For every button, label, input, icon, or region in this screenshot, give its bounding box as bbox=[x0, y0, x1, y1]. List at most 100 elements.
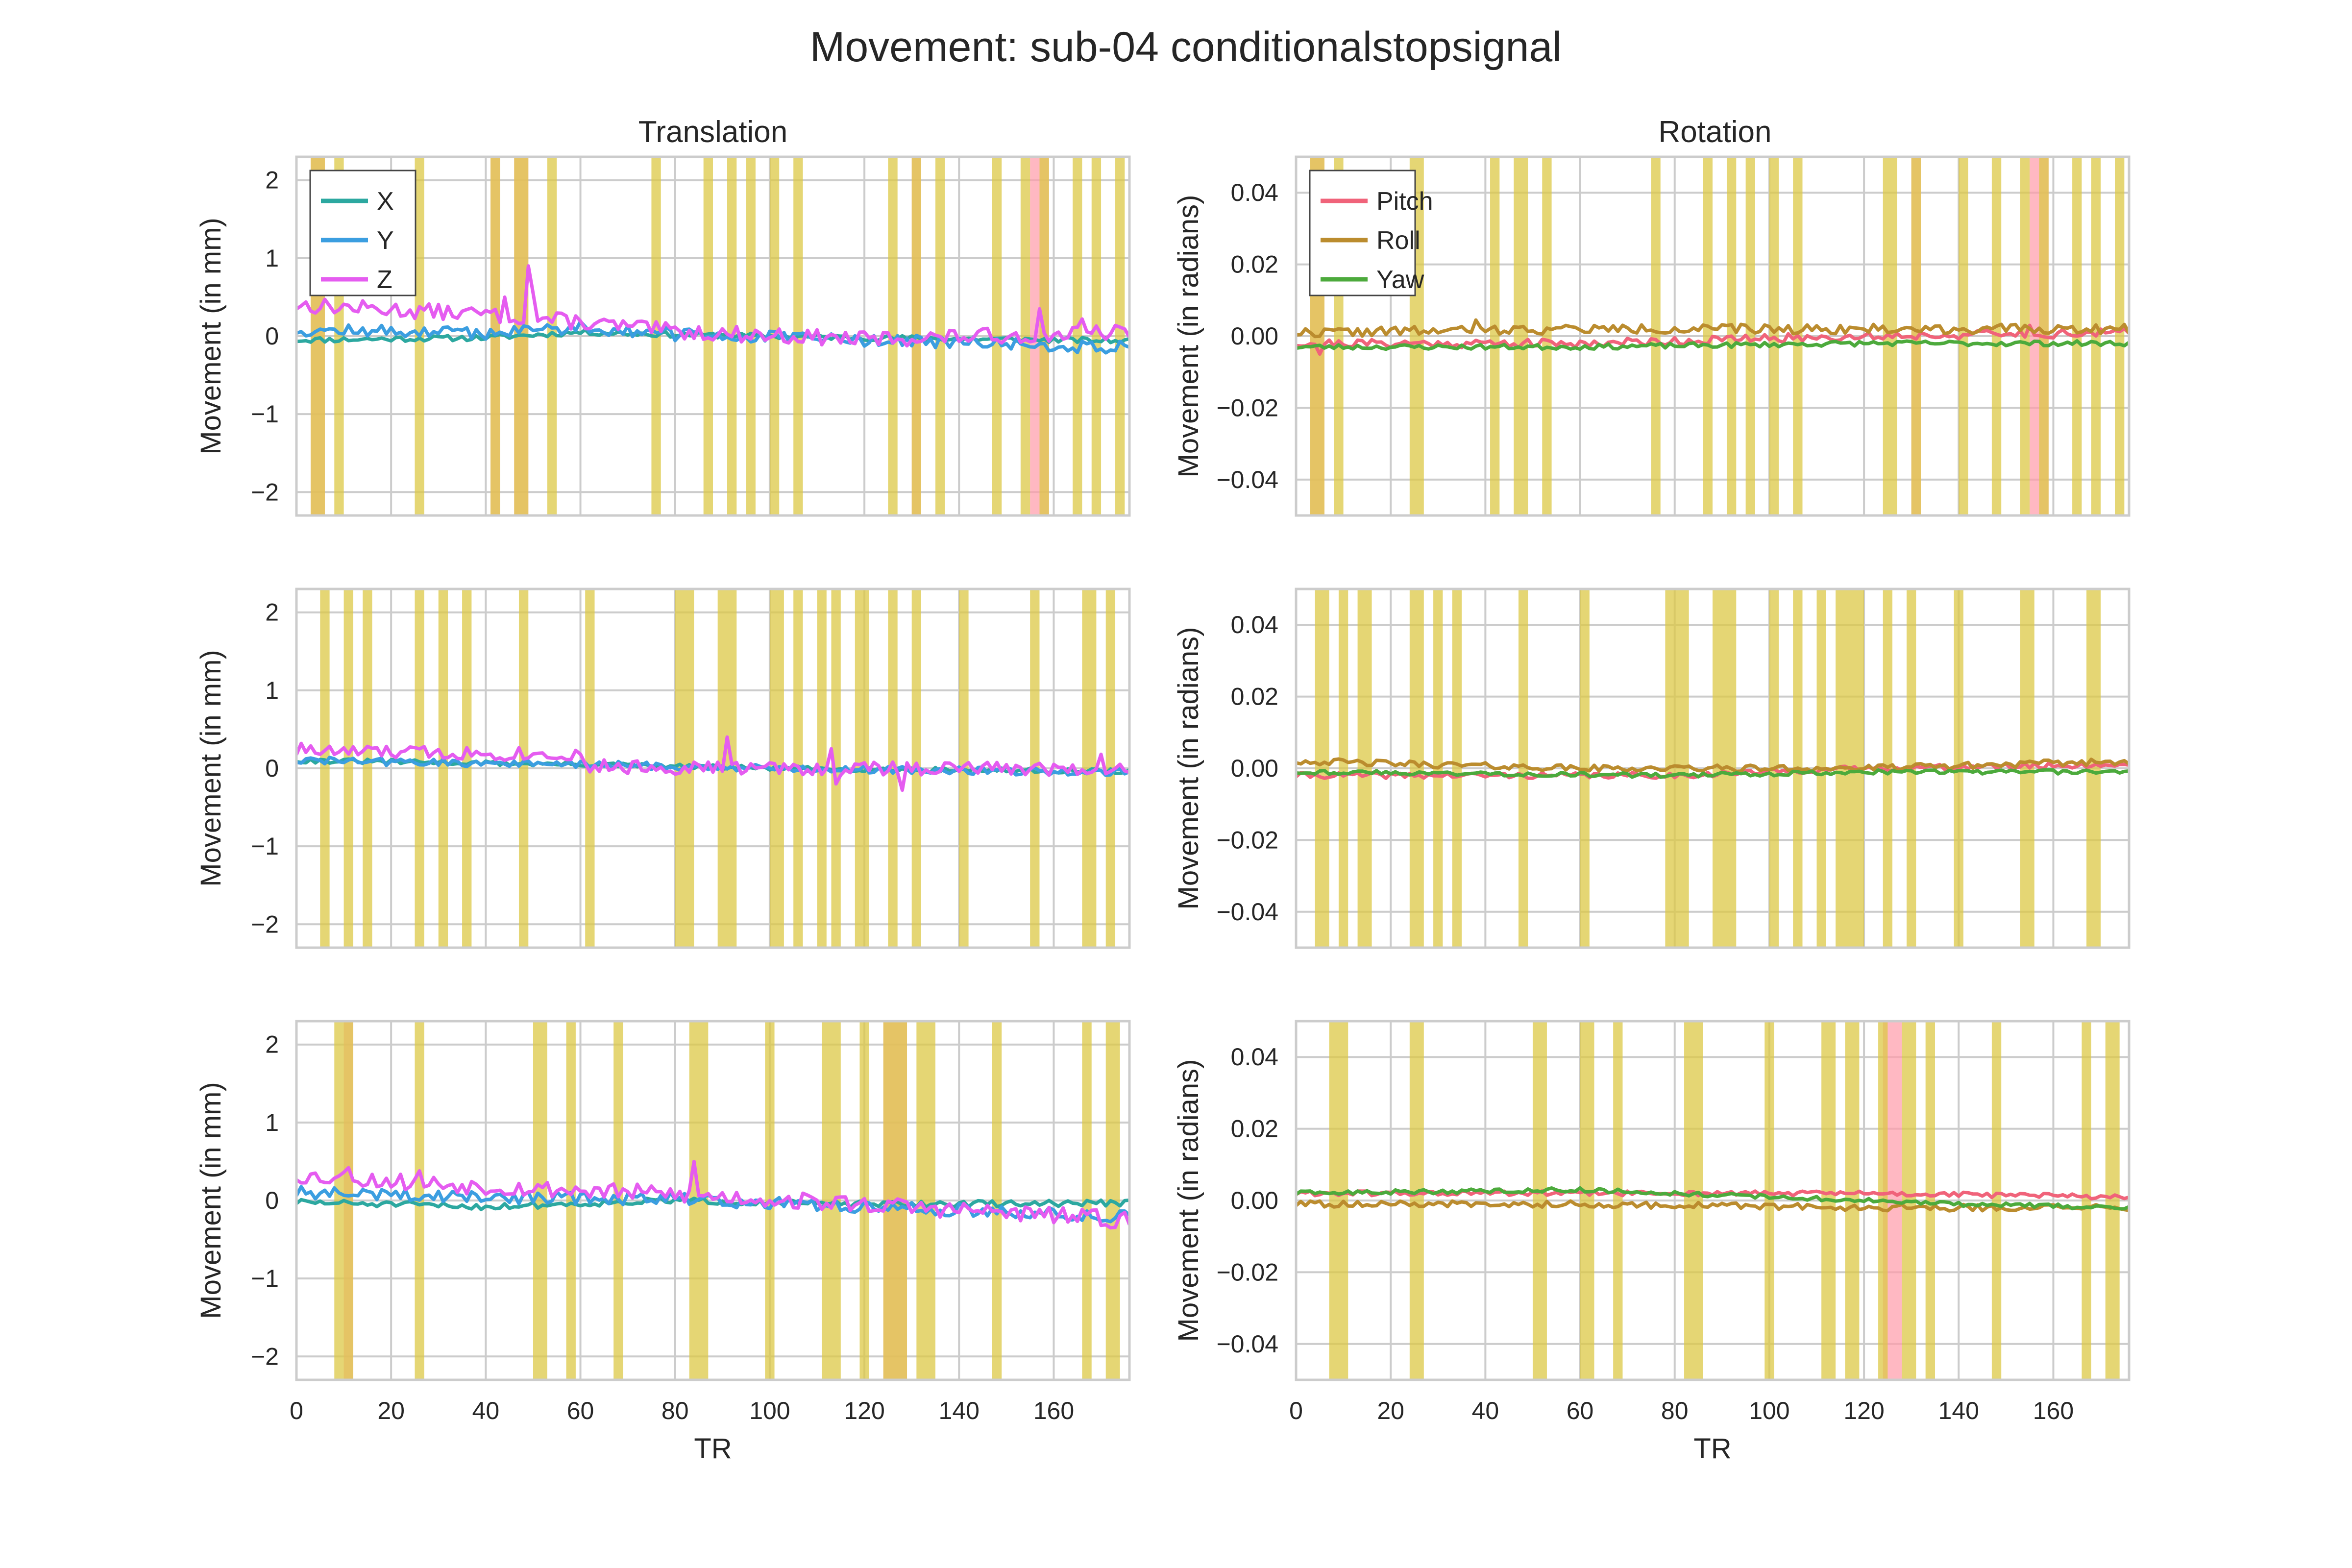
rot-run3-ylabel: Movement (in radians) bbox=[1173, 1059, 1204, 1342]
trans-run3-xtick-label-3: 60 bbox=[567, 1397, 594, 1424]
rot-run3-xtick-label-3: 60 bbox=[1567, 1397, 1594, 1424]
rot-run3-xtick-label-1: 20 bbox=[1377, 1397, 1404, 1424]
trans-run1-fd-band-18 bbox=[1073, 157, 1082, 515]
rot-run3-series-yaw-line bbox=[1296, 1186, 2129, 1211]
rot-run2-ytick-label-1: −0.02 bbox=[1216, 826, 1278, 854]
trans-run3-ytick-label-3: 1 bbox=[265, 1109, 279, 1136]
rot-run1-fd-band-15 bbox=[1991, 157, 2002, 515]
rot-run3-ytick-label-2: 0.00 bbox=[1231, 1187, 1278, 1214]
trans-run1-legend-label-x: X bbox=[377, 187, 394, 216]
trans-run3-xtick-label-4: 80 bbox=[662, 1397, 689, 1424]
rot-run3-xtick-label-7: 140 bbox=[1938, 1397, 1979, 1424]
rot-run3-xlabel: TR bbox=[1693, 1433, 1731, 1465]
trans-run1-ylabel: Movement (in mm) bbox=[195, 218, 227, 454]
trans-run1-panel: −2 −1 0 1 2 Movement (in mm) XYZ bbox=[195, 155, 1131, 517]
rot-run3-ytick-label-4: 0.04 bbox=[1231, 1043, 1278, 1071]
trans-run3-fd-band-3 bbox=[566, 1021, 576, 1380]
trans-run3-plot-area bbox=[296, 1021, 1129, 1380]
rot-run2-ytick-label-2: 0.00 bbox=[1231, 755, 1278, 782]
rot-run3-fd-band-13 bbox=[2082, 1021, 2091, 1380]
rot-run3-plot-area bbox=[1296, 1021, 2129, 1380]
trans-run2-ytick-label-1: −1 bbox=[251, 833, 279, 860]
trans-run3-ylabel: Movement (in mm) bbox=[195, 1082, 227, 1319]
rot-run3-fd-band-0 bbox=[1329, 1021, 1348, 1380]
trans-run1-series-y-line bbox=[296, 319, 1129, 355]
trans-run1-ytick-label-2: 0 bbox=[265, 322, 279, 350]
rot-run1-ytick-label-2: 0.00 bbox=[1231, 322, 1278, 350]
trans-run1-frame bbox=[295, 155, 1131, 517]
rot-run3-xtick-label-5: 100 bbox=[1749, 1397, 1789, 1424]
rot-run1-ylabel: Movement (in radians) bbox=[1173, 195, 1204, 478]
trans-run3-xtick-label-8: 160 bbox=[1033, 1397, 1074, 1424]
trans-run2-fd-band-15 bbox=[888, 589, 898, 948]
trans-run2-series-z-line bbox=[296, 735, 1129, 792]
trans-run3-ytick-label-4: 2 bbox=[265, 1031, 279, 1058]
rot-run3-xtick-label-2: 40 bbox=[1472, 1397, 1499, 1424]
rot-run2-series-roll-line bbox=[1296, 757, 2129, 773]
rot-run3-xtick-label-8: 160 bbox=[2033, 1397, 2074, 1424]
trans-run3-ytick-label-2: 0 bbox=[265, 1187, 279, 1214]
rot-run3-ytick-label-0: −0.04 bbox=[1216, 1330, 1278, 1358]
trans-run2-ylabel: Movement (in mm) bbox=[195, 650, 227, 886]
trans-run3-xtick-label-6: 120 bbox=[844, 1397, 884, 1424]
rot-run2-fd-band-5 bbox=[1452, 589, 1462, 948]
trans-run2-fd-band-1 bbox=[343, 589, 353, 948]
rot-run1-fd-band-9 bbox=[1745, 157, 1755, 515]
trans-run3-xtick-label-7: 140 bbox=[939, 1397, 980, 1424]
rot-run2-fd-band-2 bbox=[1357, 589, 1372, 948]
trans-run1-fd-band-15 bbox=[992, 157, 1002, 515]
rot-run1-fd-band-13 bbox=[1911, 157, 1921, 515]
rot-run1-frame bbox=[1295, 155, 2131, 517]
rot-run1-series-yaw-line bbox=[1296, 339, 2129, 351]
panels-group: −2 −1 0 1 2 Movement (in mm) XYZ −0.04 −0.02 0.00… bbox=[195, 155, 2131, 1465]
trans-run3-xlabel: TR bbox=[694, 1433, 732, 1465]
rot-run1-ytick-label-1: −0.02 bbox=[1216, 394, 1278, 421]
column-title-translation: Translation bbox=[638, 115, 787, 149]
rot-run1-legend-label-roll: Roll bbox=[1376, 226, 1421, 255]
trans-run1-fd-band-19 bbox=[1091, 157, 1102, 515]
figure-title: Movement: sub-04 conditionalstopsignal bbox=[810, 24, 1562, 71]
trans-run1-legend-label-z: Z bbox=[377, 266, 392, 294]
rot-run2-frame bbox=[1295, 588, 2131, 949]
rot-run3-fd-band-3 bbox=[1580, 1021, 1594, 1380]
rot-run2-fd-band-17 bbox=[2020, 589, 2034, 948]
rot-run2-series-yaw-line bbox=[1296, 768, 2129, 779]
trans-run1-plot-area bbox=[296, 157, 1129, 515]
rot-run2-ylabel: Movement (in radians) bbox=[1173, 627, 1204, 910]
trans-run2-fd-band-4 bbox=[438, 589, 448, 948]
rot-run1-ytick-label-4: 0.04 bbox=[1231, 179, 1278, 206]
trans-run1-ytick-label-1: −1 bbox=[251, 400, 279, 428]
trans-run1-legend-box bbox=[309, 170, 416, 296]
rot-run1-fd-band-5 bbox=[1542, 157, 1552, 515]
rot-run1-fd-band-20 bbox=[2115, 157, 2125, 515]
trans-run1-ytick-label-0: −2 bbox=[251, 478, 279, 506]
trans-run2-series-y-line bbox=[296, 756, 1129, 777]
trans-run3-fd-band-11 bbox=[992, 1021, 1002, 1380]
rot-run2-fd-band-0 bbox=[1315, 589, 1329, 948]
trans-run1-fd-band-16 bbox=[1020, 157, 1030, 515]
rot-run1-fd-band-3 bbox=[1490, 157, 1500, 515]
rot-run2-fd-band-3 bbox=[1409, 589, 1424, 948]
rot-run2-ytick-label-4: 0.04 bbox=[1231, 611, 1278, 638]
rot-run1-fd-band-7 bbox=[1703, 157, 1713, 515]
trans-run3-xtick-label-2: 40 bbox=[472, 1397, 500, 1424]
rot-run3-fd-band-12 bbox=[1991, 1021, 2002, 1380]
trans-run2-frame bbox=[295, 588, 1131, 949]
rot-run2-fd-band-6 bbox=[1518, 589, 1528, 948]
rot-run3-fd-band-14 bbox=[2105, 1021, 2120, 1380]
rot-run3-xtick-label-6: 120 bbox=[1843, 1397, 1884, 1424]
trans-run1-ytick-label-3: 1 bbox=[265, 245, 279, 272]
rot-run2-fd-band-1 bbox=[1338, 589, 1348, 948]
trans-run3-series-z-line bbox=[296, 1159, 1129, 1230]
rot-run1-fd-band-4 bbox=[1514, 157, 1528, 515]
rot-run3-xtick-label-4: 80 bbox=[1661, 1397, 1689, 1424]
trans-run3-xtick-label-0: 0 bbox=[290, 1397, 303, 1424]
trans-run1-ytick-label-4: 2 bbox=[265, 167, 279, 194]
rot-run1-legend-label-pitch: Pitch bbox=[1376, 187, 1433, 216]
rot-run1-ytick-label-0: −0.04 bbox=[1216, 466, 1278, 493]
rot-run1-panel: −0.04 −0.02 0.00 0.02 0.04 Movement (in radia… bbox=[1173, 155, 2131, 517]
trans-run3-xtick-label-5: 100 bbox=[749, 1397, 790, 1424]
rot-run1-plot-area bbox=[1296, 157, 2129, 515]
column-title-rotation: Rotation bbox=[1659, 115, 1772, 149]
